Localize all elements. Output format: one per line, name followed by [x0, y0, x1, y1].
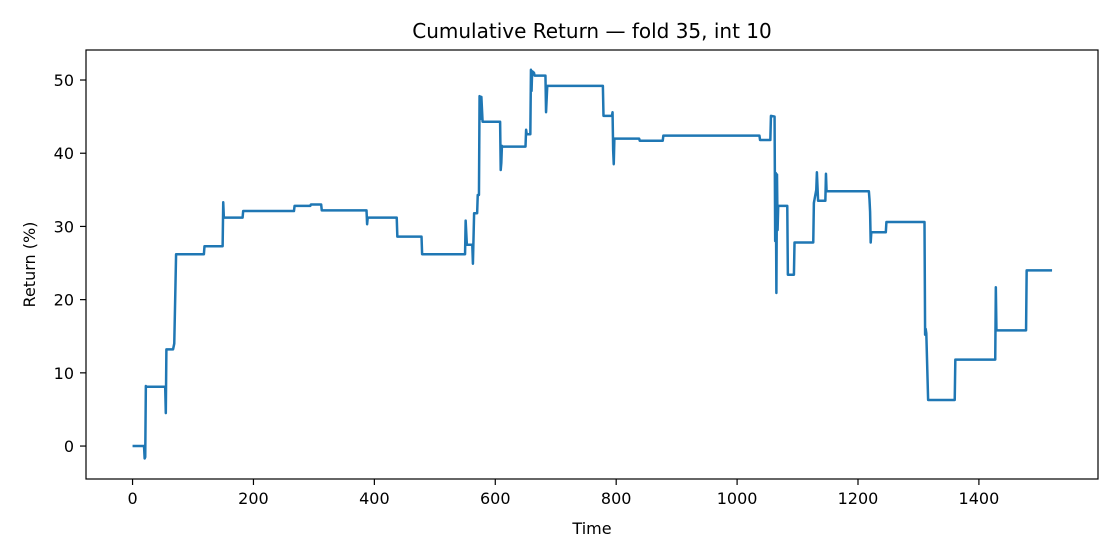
- y-tick-label: 40: [54, 144, 74, 163]
- plot-frame: [85, 49, 1099, 480]
- x-axis-label: Time: [571, 519, 611, 538]
- x-axis-ticks: 0 200 400 600 800 1000 1200 1400: [127, 479, 999, 508]
- x-tick-label: 1400: [959, 489, 1000, 508]
- x-tick-label: 600: [480, 489, 511, 508]
- chart-title: Cumulative Return — fold 35, int 10: [412, 19, 772, 43]
- y-tick-label: 50: [54, 71, 74, 90]
- x-tick-label: 1000: [717, 489, 758, 508]
- y-axis-ticks: 0 10 20 30 40 50: [54, 71, 86, 456]
- x-tick-label: 1200: [838, 489, 879, 508]
- y-tick-label: 0: [64, 437, 74, 456]
- y-tick-label: 30: [54, 217, 74, 236]
- y-tick-label: 10: [54, 364, 74, 383]
- x-tick-label: 400: [359, 489, 390, 508]
- x-tick-label: 200: [238, 489, 269, 508]
- series-line: [132, 68, 1053, 460]
- plot-layer: [132, 68, 1053, 460]
- y-tick-label: 20: [54, 291, 74, 310]
- x-tick-label: 0: [127, 489, 137, 508]
- x-tick-label: 800: [601, 489, 632, 508]
- y-axis-label: Return (%): [20, 222, 39, 308]
